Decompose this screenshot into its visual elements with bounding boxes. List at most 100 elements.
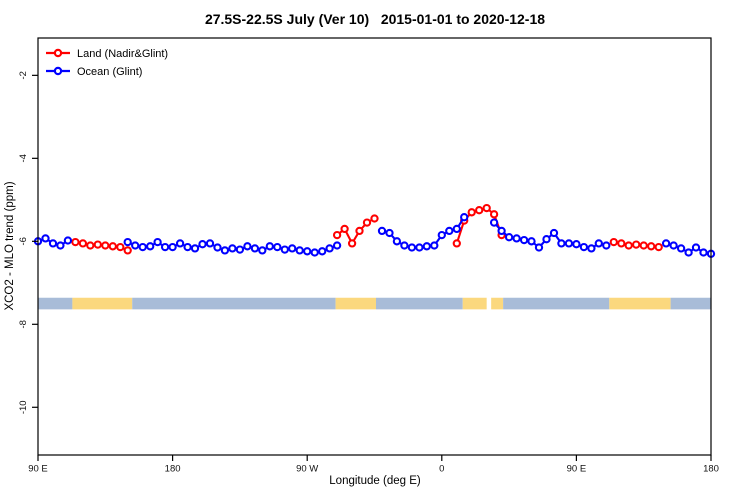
data-point-marker: [243, 242, 252, 251]
data-point-marker: [123, 246, 132, 255]
data-point-marker: [63, 236, 73, 245]
data-point-marker: [101, 241, 110, 250]
data-point-marker: [430, 241, 439, 250]
x-axis-tick-label: 90 E: [567, 464, 587, 475]
band-segment-land: [491, 297, 504, 310]
legend-marker: [53, 48, 63, 58]
data-point-marker: [280, 245, 289, 254]
y-axis: -2 -4 -6 -8 -10: [18, 71, 38, 414]
band-segment-land: [335, 297, 376, 310]
chart-title: 27.5S-22.5S July (Ver 10) 2015-01-01 to …: [204, 11, 546, 27]
data-point-marker: [273, 242, 282, 252]
data-point-marker: [295, 246, 304, 255]
data-point-marker: [489, 218, 499, 227]
data-point-marker: [385, 228, 394, 238]
data-point-marker: [131, 241, 140, 250]
data-point-marker: [684, 248, 693, 257]
land-ocean-band: [38, 297, 711, 310]
data-point-marker: [183, 242, 192, 252]
legend-label: Land (Nadir&Glint): [77, 48, 168, 60]
data-point-marker: [504, 233, 514, 242]
data-point-marker: [310, 248, 319, 257]
x-axis-tick-label: 180: [703, 464, 719, 475]
data-point-marker: [48, 239, 58, 248]
data-point-marker: [632, 240, 641, 249]
data-point-marker: [676, 244, 686, 253]
data-point-marker: [475, 206, 484, 215]
data-point-marker: [512, 234, 521, 243]
data-point-marker: [205, 239, 215, 248]
data-point-marker: [355, 226, 364, 236]
band-segment-land: [72, 297, 133, 310]
data-point-marker: [445, 226, 454, 236]
data-point-marker: [639, 241, 648, 250]
data-point-marker: [198, 240, 207, 249]
data-point-marker: [347, 239, 357, 248]
data-point-marker: [654, 242, 663, 252]
data-point-marker: [303, 247, 312, 256]
band-segment-land: [609, 297, 671, 310]
data-point-marker: [288, 244, 297, 253]
legend: Land (Nadir&Glint) Ocean (Glint): [46, 48, 168, 78]
data-point-marker: [699, 248, 708, 257]
data-point-marker: [557, 239, 566, 248]
data-point-marker: [160, 242, 170, 252]
data-point-marker: [325, 244, 334, 253]
data-point-marker: [250, 244, 260, 253]
legend-label: Ocean (Glint): [77, 66, 142, 78]
data-point-marker: [542, 235, 551, 244]
data-point-marker: [235, 245, 245, 254]
y-axis-tick-label: -8: [18, 320, 29, 328]
data-point-marker: [340, 224, 349, 234]
data-point-marker: [661, 239, 671, 248]
band-segment-ocean: [38, 297, 73, 310]
data-point-marker: [265, 242, 274, 251]
data-point-marker: [489, 210, 499, 219]
data-point-marker: [138, 242, 147, 252]
y-axis-tick-label: -6: [18, 237, 29, 245]
x-axis-tick-label: 90 W: [296, 464, 318, 475]
data-point-marker: [190, 244, 200, 253]
data-point-marker: [617, 239, 626, 248]
data-point-marker: [377, 226, 387, 236]
band-segment-ocean: [375, 297, 463, 310]
data-point-marker: [116, 242, 125, 252]
data-point-marker: [467, 208, 476, 217]
data-point-marker: [579, 242, 589, 252]
x-axis-tick-label: 0: [439, 464, 444, 475]
data-point-marker: [452, 239, 461, 248]
data-point-marker: [168, 242, 177, 252]
data-point-marker: [602, 241, 611, 250]
data-point-marker: [123, 237, 132, 247]
data-point-marker: [460, 213, 469, 222]
data-point-marker: [332, 230, 342, 240]
band-segment-ocean: [503, 297, 610, 310]
x-axis: 90 E 180 90 W 0 90 E 180: [28, 455, 719, 475]
data-point-marker: [452, 224, 461, 234]
data-point-marker: [482, 203, 491, 213]
data-point-marker: [594, 239, 603, 248]
data-point-marker: [609, 237, 618, 247]
band-segment-land: [462, 297, 487, 310]
y-axis-title: XCO2 - MLO trend (ppm): [4, 181, 16, 311]
data-point-marker: [527, 237, 536, 246]
data-point-marker: [564, 239, 574, 248]
data-point-marker: [146, 242, 155, 251]
data-point-marker: [370, 214, 379, 223]
data-point-marker: [93, 240, 102, 249]
data-point-marker: [41, 234, 50, 243]
data-point-marker: [86, 241, 95, 250]
data-point-marker: [437, 230, 446, 240]
data-point-marker: [258, 246, 267, 255]
data-point-marker: [56, 241, 65, 250]
data-point-marker: [175, 239, 185, 248]
data-point-marker: [153, 237, 162, 247]
data-point-marker: [213, 243, 222, 252]
data-point-marker: [332, 241, 342, 250]
data-point-marker: [415, 243, 424, 252]
data-point-marker: [71, 237, 80, 247]
ocean-series: [33, 213, 716, 258]
data-point-marker: [549, 228, 559, 238]
data-point-marker: [691, 243, 701, 252]
data-point-marker: [519, 235, 529, 245]
